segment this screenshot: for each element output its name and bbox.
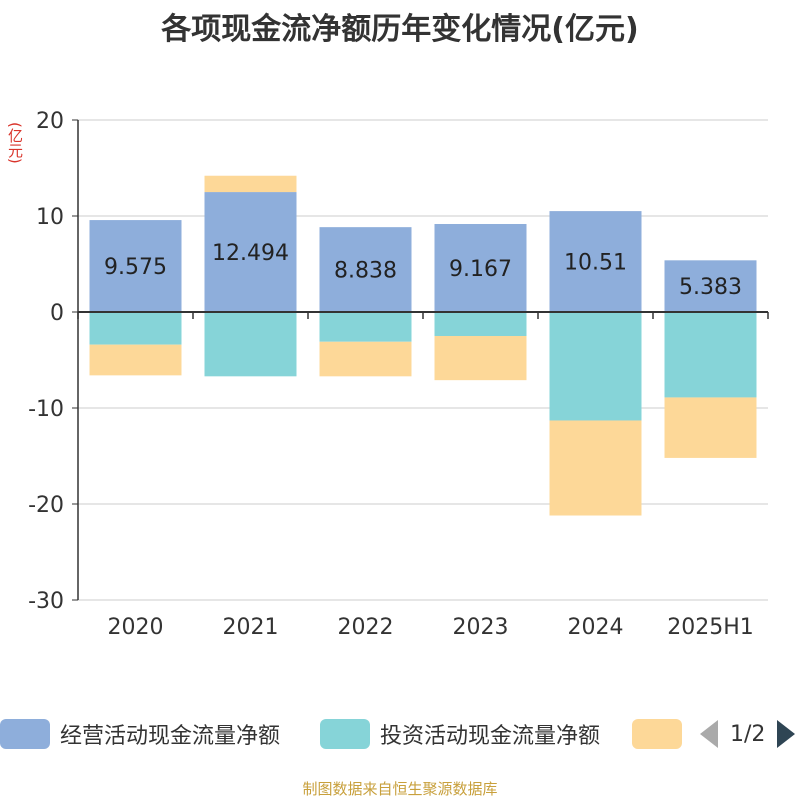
chart-title: 各项现金流净额历年变化情况(亿元): [161, 12, 639, 47]
legend-swatch-investing: [320, 719, 370, 749]
legend-page-indicator: 1/2: [730, 721, 766, 747]
x-tick-label: 2021: [223, 615, 279, 640]
bar-1-2025H1: [664, 312, 757, 398]
bar-0-2021: [204, 192, 297, 312]
legend-item-investing[interactable]: 投资活动现金流量净额: [320, 714, 600, 754]
legend-pager: 1/2: [700, 714, 796, 754]
x-tick-label: 2022: [338, 615, 394, 640]
bar-0-2024: [549, 211, 642, 312]
bar-0-2025H1: [664, 260, 757, 312]
bar-1-2020: [89, 312, 182, 345]
legend-swatch-operating: [0, 719, 50, 749]
y-tick-label: -10: [28, 397, 64, 422]
x-tick-label: 2023: [453, 615, 509, 640]
legend-item-financing[interactable]: [632, 714, 692, 754]
bar-1-2024: [549, 312, 642, 421]
legend-item-operating[interactable]: 经营活动现金流量净额: [0, 714, 280, 754]
next-page-icon[interactable]: [777, 720, 796, 748]
data-label: 5.383: [679, 275, 742, 300]
bar-2-2022: [319, 341, 412, 377]
bar-2-2023: [434, 336, 527, 381]
prev-page-icon[interactable]: [700, 720, 718, 748]
data-label: 12.494: [212, 241, 289, 266]
bar-0-2020: [89, 220, 182, 312]
y-tick-label: 20: [36, 109, 64, 134]
bar-1-2023: [434, 312, 527, 336]
x-tick-label: 2025H1: [667, 615, 754, 640]
bar-1-2022: [319, 312, 412, 342]
data-label: 9.167: [449, 257, 512, 282]
legend-label-operating: 经营活动现金流量净额: [60, 724, 281, 749]
legend-label-investing: 投资活动现金流量净额: [380, 724, 601, 749]
x-tick-label: 2020: [108, 615, 164, 640]
y-tick-label: 0: [50, 301, 64, 326]
data-label: 8.838: [334, 259, 397, 284]
legend-swatch-financing: [632, 719, 682, 749]
bar-0-2023: [434, 223, 527, 312]
bar-0-2022: [319, 227, 412, 312]
data-label: 9.575: [104, 255, 167, 280]
data-label: 10.51: [564, 251, 627, 276]
bar-2-2024: [549, 420, 642, 516]
legend: 经营活动现金流量净额 投资活动现金流量净额 1/2: [0, 714, 800, 758]
chart-area: 20 10 0 -10 -20 -30 9.575 2020 12.494 2021 8.838 20…: [28, 109, 769, 640]
bar-2-2021: [204, 175, 297, 193]
y-tick-label: -30: [28, 589, 64, 614]
y-axis-unit: (亿元): [6, 122, 24, 164]
y-tick-label: -20: [28, 493, 64, 518]
data-source-note: 制图数据来自恒生聚源数据库: [302, 780, 498, 798]
bar-2-2025H1: [664, 397, 757, 458]
bar-2-2020: [89, 344, 182, 376]
x-tick-label: 2024: [568, 615, 624, 640]
bar-1-2021: [204, 312, 297, 377]
y-tick-label: 10: [36, 205, 64, 230]
